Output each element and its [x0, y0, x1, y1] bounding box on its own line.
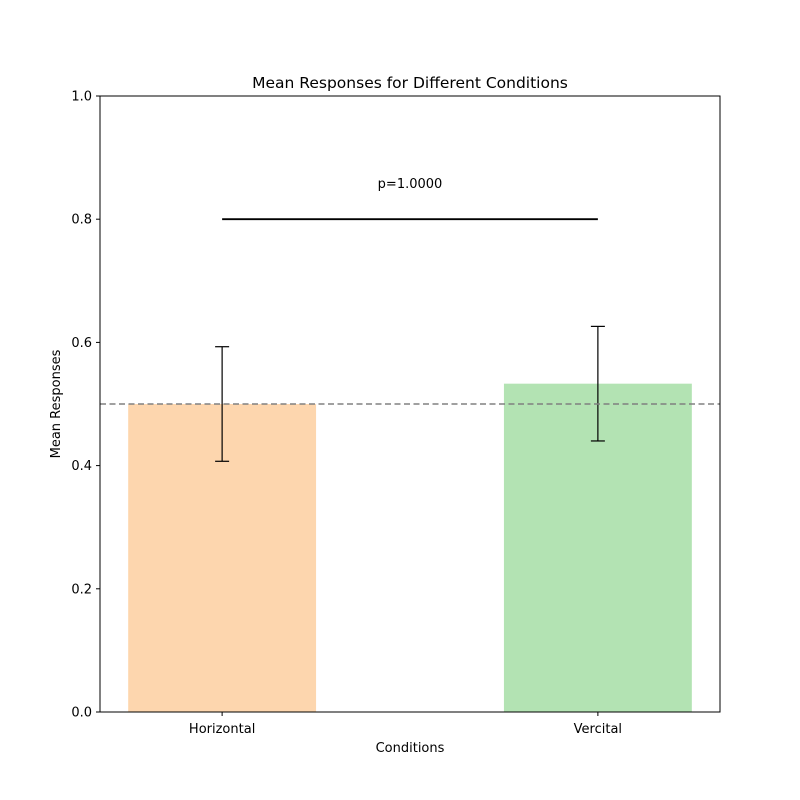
x-axis: Horizontal Vercital [189, 712, 622, 737]
y-axis-label: Mean Responses [49, 349, 64, 458]
x-axis-label: Conditions [376, 741, 445, 756]
y-tick-label: 0.4 [71, 459, 92, 474]
y-tick-label: 0.0 [71, 706, 92, 721]
y-tick-label: 0.8 [71, 213, 92, 228]
chart-title: Mean Responses for Different Conditions [252, 74, 568, 92]
significance-label: p=1.0000 [378, 177, 443, 192]
error-bars-layer [215, 325, 605, 462]
x-tick-label-horizontal: Horizontal [189, 722, 255, 737]
y-axis: 0.0 0.2 0.4 0.6 0.8 1.0 [71, 90, 100, 721]
y-tick-label: 1.0 [71, 90, 92, 105]
y-tick-label: 0.2 [71, 582, 92, 597]
significance-layer: p=1.0000 [222, 177, 598, 221]
x-tick-label-vercital: Vercital [574, 722, 622, 737]
plot-frame [99, 95, 721, 713]
y-tick-label: 0.6 [71, 336, 92, 351]
